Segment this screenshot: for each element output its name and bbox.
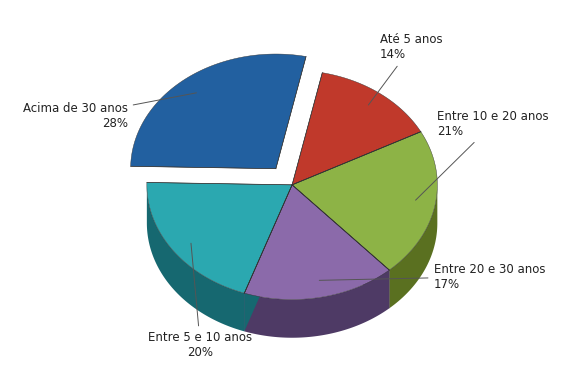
Polygon shape (244, 185, 389, 300)
Polygon shape (147, 182, 292, 293)
Text: Até 5 anos
14%: Até 5 anos 14% (369, 33, 442, 105)
Polygon shape (389, 186, 437, 308)
Polygon shape (147, 185, 244, 331)
Polygon shape (292, 132, 437, 270)
Polygon shape (292, 73, 421, 185)
Text: Entre 10 e 20 anos
21%: Entre 10 e 20 anos 21% (416, 110, 549, 200)
Polygon shape (244, 185, 292, 331)
Polygon shape (244, 270, 389, 338)
Text: Entre 20 e 30 anos
17%: Entre 20 e 30 anos 17% (319, 263, 545, 291)
Text: Entre 5 e 10 anos
20%: Entre 5 e 10 anos 20% (148, 243, 252, 359)
Polygon shape (244, 185, 292, 331)
Polygon shape (131, 54, 306, 169)
Polygon shape (292, 185, 389, 308)
Polygon shape (292, 185, 389, 308)
Text: Acima de 30 anos
28%: Acima de 30 anos 28% (22, 93, 196, 130)
